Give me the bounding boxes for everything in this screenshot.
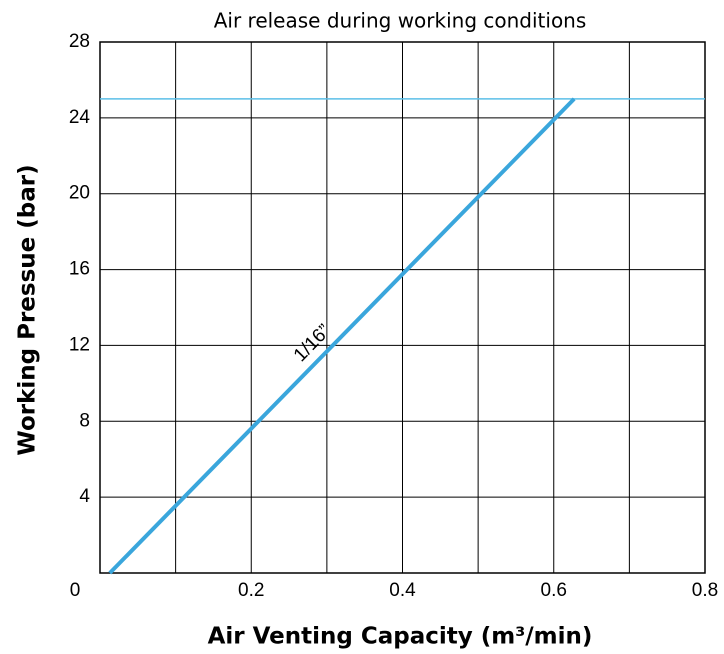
chart-title: Air release during working conditions <box>214 9 587 33</box>
y-tick-label: 8 <box>79 410 90 431</box>
y-tick-label: 12 <box>69 334 90 355</box>
x-tick-label: 0.4 <box>389 580 416 601</box>
x-tick-label: 0 <box>70 580 81 601</box>
y-tick-label: 4 <box>79 486 90 507</box>
series-label: 1/16” <box>290 320 335 366</box>
x-tick-label: 0.2 <box>238 580 264 601</box>
y-tick-label: 20 <box>69 183 90 204</box>
series-line <box>108 97 576 575</box>
y-tick-label: 28 <box>69 31 90 52</box>
x-tick-label: 0.6 <box>541 580 567 601</box>
y-axis-label: Working Pressue (bar) <box>15 164 41 455</box>
x-tick-label: 0.8 <box>692 580 718 601</box>
plot-frame <box>99 41 706 574</box>
y-tick-label: 24 <box>69 107 91 128</box>
y-tick-label: 16 <box>69 259 90 280</box>
x-axis-label: Air Venting Capacity (m³/min) <box>208 624 593 650</box>
